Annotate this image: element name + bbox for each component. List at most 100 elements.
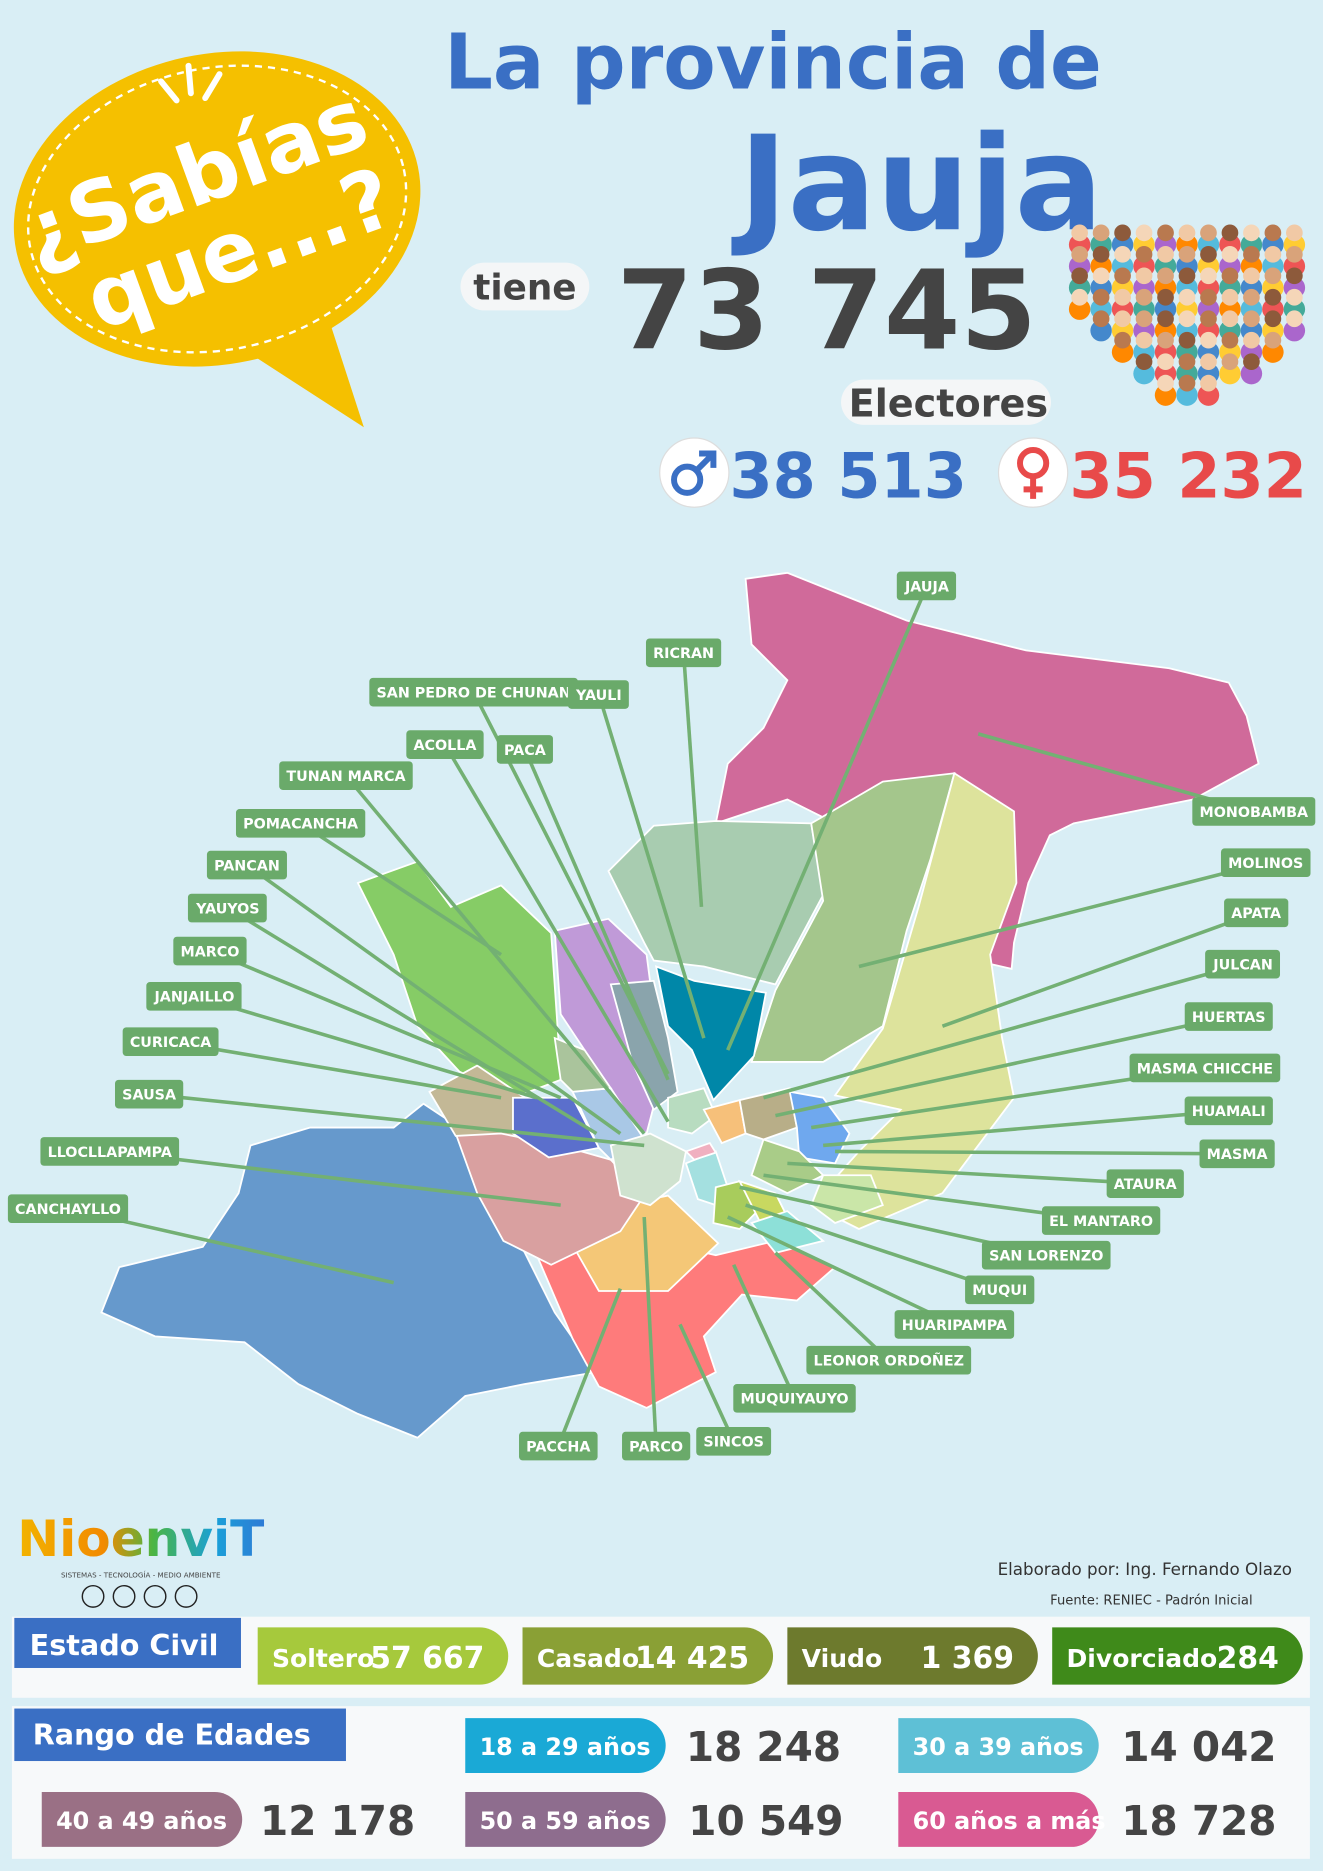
crowd-face [1135, 224, 1153, 242]
district-label: CURICACA [122, 1027, 219, 1056]
section-title: Rango de Edades [33, 1717, 311, 1751]
leader-line [170, 1039, 502, 1100]
district-label: PACA [496, 735, 553, 764]
crowd-face [1286, 267, 1303, 285]
leader-line [726, 1215, 956, 1327]
civil-item: Divorciado 284 [1052, 1627, 1303, 1685]
pill [841, 379, 1052, 425]
age-label: 40 a 49 años [56, 1807, 227, 1835]
label-box [622, 1431, 691, 1461]
district-name: PACA [504, 743, 546, 759]
crowd-face [1092, 288, 1110, 306]
crowd-face [1178, 374, 1196, 392]
civil-value: 284 [1217, 1641, 1279, 1676]
crowd-face [1243, 267, 1260, 285]
district-label: LLOCLLAPAMPA [40, 1137, 180, 1166]
crowd-face [1178, 267, 1196, 285]
crowd-face [1114, 224, 1131, 242]
district-name: LEONOR ORDOÑEZ [814, 1353, 964, 1370]
leader-line [726, 585, 929, 1051]
pill [465, 1718, 666, 1773]
crowd-face [1092, 267, 1110, 285]
age-label: 30 a 39 años [913, 1733, 1084, 1761]
district-name: JANJAILLO [153, 990, 234, 1006]
crowd-face [1200, 245, 1217, 263]
district-name: MUQUIYAUYO [740, 1392, 848, 1408]
crowd [1068, 224, 1306, 406]
label-box [806, 1345, 972, 1375]
tiene-text: tiene [473, 268, 576, 309]
label-box [645, 638, 722, 668]
district-label: POMACANCHA [235, 809, 366, 838]
label-box [965, 1275, 1035, 1305]
district-label: EL MANTARO [1041, 1206, 1161, 1235]
crowd-body [1154, 384, 1177, 406]
district-label: CANCHAYLLO [7, 1194, 129, 1224]
age-value: 18 248 [686, 1723, 841, 1771]
district-label: MARCO [173, 936, 247, 966]
civil-label: Casado [537, 1644, 639, 1673]
crowd-face [1264, 245, 1282, 263]
crowd-face [1071, 224, 1088, 242]
leader-line [597, 693, 706, 1039]
crowd-face [1092, 224, 1110, 242]
pill [257, 1627, 509, 1685]
label-box [1106, 1169, 1184, 1198]
crowd-face [1135, 245, 1153, 263]
district-name: PARCO [629, 1439, 683, 1455]
district-name: HUERTAS [1192, 1010, 1266, 1026]
district-label: JANJAILLO [146, 982, 242, 1011]
leader-line [109, 1149, 561, 1207]
logo-tagline: SISTEMAS - TECNOLOGÍA - MEDIO AMBIENTE [61, 1570, 221, 1579]
district-name: MASMA CHICCHE [1137, 1061, 1273, 1077]
section-title: Estado Civil [30, 1628, 219, 1662]
district-label: SINCOS [696, 1427, 772, 1456]
crowd-face [1221, 245, 1239, 263]
district-name: HUARIPAMPA [902, 1318, 1007, 1334]
label-boxes: JAUJA RICRAN SAN PEDRO DE CHUNAN YAULI ACOLL… [7, 571, 1316, 1461]
label-box [146, 982, 242, 1011]
civil-label: Divorciado [1067, 1644, 1218, 1673]
pill [465, 1792, 666, 1847]
crowd-face [1264, 331, 1282, 349]
district-label: MUQUIYAUYO [733, 1384, 856, 1413]
crowd-face [1286, 310, 1303, 328]
crowd-body [1111, 341, 1134, 363]
crowd-face [1178, 353, 1196, 371]
leader-line [193, 994, 538, 1100]
leader-line [835, 1149, 1238, 1156]
title-name: Jauja [731, 107, 1103, 260]
district-name: APATA [1231, 906, 1281, 922]
leader-line [642, 1216, 658, 1447]
age-item: 18 a 29 años 18 248 [465, 1718, 841, 1773]
district-label: PACCHA [519, 1431, 598, 1461]
district-name: SAN LORENZO [989, 1249, 1103, 1265]
crowd-body [1176, 384, 1198, 406]
crowd-face [1243, 245, 1260, 263]
crowd-face [1114, 267, 1131, 285]
label-box [1184, 1096, 1273, 1126]
section-title-box [14, 1708, 346, 1762]
crowd-body [1090, 319, 1112, 342]
district-name: MONOBAMBA [1199, 805, 1308, 821]
district-name: JAUJA [904, 579, 949, 595]
label-box [496, 735, 553, 764]
district-label: SAUSA [115, 1079, 184, 1109]
crowd-face [1157, 374, 1174, 392]
district-label: MASMA CHICCHE [1129, 1053, 1281, 1083]
crowd-face [1221, 331, 1239, 349]
crowd-face [1243, 331, 1260, 349]
crowd-face [1157, 224, 1174, 242]
label-box [519, 1431, 598, 1461]
leader-line [556, 1287, 623, 1447]
district-label: MASMA [1199, 1139, 1275, 1169]
label-box [187, 893, 267, 923]
label-box [122, 1027, 219, 1056]
crowd-face [1157, 353, 1174, 371]
district-label: RICRAN [645, 638, 722, 668]
district-name: MASMA [1207, 1147, 1268, 1163]
district-name: YAUYOS [195, 901, 260, 917]
leader-line [774, 1251, 890, 1362]
